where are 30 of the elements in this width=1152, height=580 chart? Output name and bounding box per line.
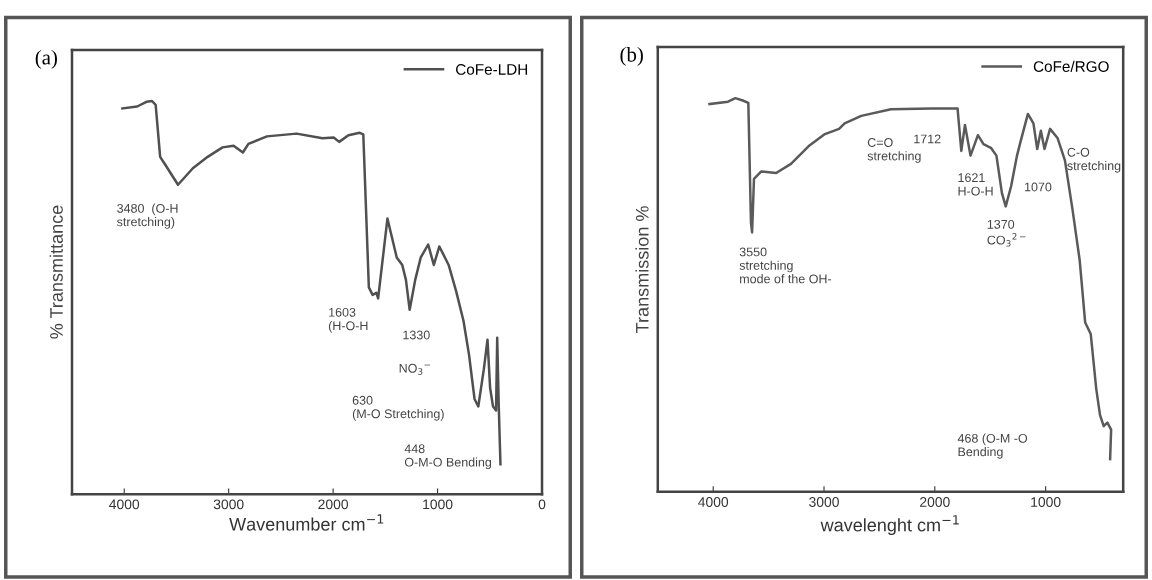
annotation: 1603 (H-O-H bbox=[328, 307, 368, 333]
annotation: 3550 stretching mode of the OH- bbox=[739, 247, 832, 284]
legend-label: CoFe/RGO bbox=[1033, 60, 1109, 72]
x-tick-label: 1000 bbox=[1031, 497, 1061, 507]
annotation: C-O stretching bbox=[1067, 147, 1121, 173]
annotation: 1070 bbox=[1025, 182, 1052, 192]
y-axis-title: % Transmittance bbox=[49, 205, 63, 339]
annotation: 1621 H-O-H bbox=[958, 173, 993, 196]
x-tick-label: 3000 bbox=[213, 499, 244, 510]
x-tick-label: 4000 bbox=[698, 497, 729, 507]
annotation: 630 (M-O Stretching) bbox=[352, 395, 444, 421]
x-tick-label: 2000 bbox=[920, 497, 950, 507]
x-tick-label: 0 bbox=[538, 499, 546, 510]
annotation: 1370 CO$_{3}$$^{2−}$ bbox=[987, 219, 1026, 247]
legend-label: CoFe-LDH bbox=[456, 64, 528, 75]
annotation: 1330 bbox=[403, 330, 430, 340]
chart-title: (b) bbox=[620, 46, 643, 66]
x-tick-label: 1000 bbox=[423, 499, 453, 510]
x-tick-label: 3000 bbox=[809, 497, 839, 507]
x-tick-label: 4000 bbox=[109, 499, 140, 510]
chart-title: (a) bbox=[35, 49, 57, 69]
annotation: 1712 bbox=[914, 134, 941, 144]
y-axis-title: Transmission % bbox=[635, 206, 649, 333]
annotation: 448 O-M-O Bending bbox=[404, 444, 492, 470]
x-axis-title: wavelenght cm$^{−1}$ bbox=[820, 515, 959, 536]
x-tick-label: 2000 bbox=[318, 499, 349, 510]
x-axis-title: Wavenumber cm$^{−1}$ bbox=[229, 514, 384, 531]
annotation: 468 (O-M -O Bending bbox=[957, 433, 1028, 459]
annotation: 3480 (O-H stretching) bbox=[117, 203, 178, 229]
annotation: NO$_{3}$$^{−}$ bbox=[399, 363, 430, 375]
